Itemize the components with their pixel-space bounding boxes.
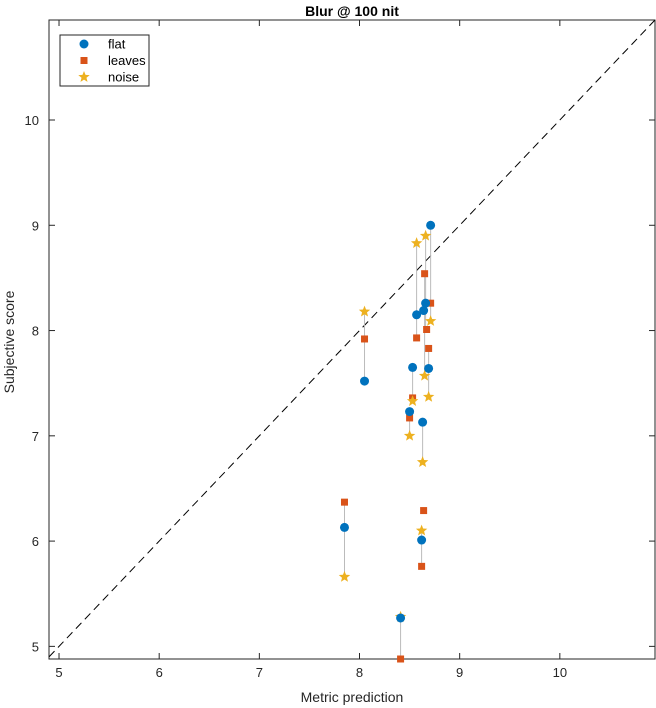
leaves-data-point bbox=[361, 335, 369, 343]
leaves-data-point bbox=[425, 344, 433, 352]
flat-data-point bbox=[412, 310, 422, 320]
y-tick-label: 10 bbox=[25, 113, 39, 128]
x-tick-label: 8 bbox=[356, 665, 363, 680]
leaves-data-point bbox=[340, 498, 348, 506]
noise-data-point bbox=[419, 229, 432, 241]
flat-data-point bbox=[419, 306, 429, 316]
flat-data-point bbox=[418, 417, 428, 427]
plot-area bbox=[48, 19, 656, 663]
noise-data-point bbox=[338, 570, 351, 582]
noise-data-point bbox=[416, 456, 429, 467]
reference-diagonal-line bbox=[48, 19, 656, 658]
y-tick-label: 8 bbox=[32, 324, 39, 339]
legend-box bbox=[59, 34, 150, 87]
legend-marker-noise bbox=[78, 71, 90, 82]
leaves-data-point bbox=[427, 299, 435, 307]
flat-data-point bbox=[417, 535, 427, 545]
flat-data-point bbox=[408, 362, 418, 372]
flat-data-point bbox=[426, 220, 436, 230]
y-tick-label: 6 bbox=[32, 534, 39, 549]
y-tick-label: 5 bbox=[32, 639, 39, 654]
legend-marker-leaves bbox=[80, 57, 88, 64]
flat-data-point bbox=[396, 613, 406, 623]
x-tick-label: 10 bbox=[553, 665, 567, 680]
legend-label-noise: noise bbox=[108, 70, 139, 85]
noise-data-point bbox=[422, 390, 435, 402]
x-tick-label: 5 bbox=[55, 665, 62, 680]
legend-label-leaves: leaves bbox=[108, 53, 146, 68]
x-tick-label: 7 bbox=[256, 665, 263, 680]
leaves-data-point bbox=[406, 414, 414, 422]
flat-data-point bbox=[339, 522, 349, 532]
noise-data-point bbox=[410, 237, 423, 249]
flat-data-point bbox=[424, 363, 434, 373]
noise-data-point bbox=[403, 429, 416, 441]
flat-data-point bbox=[421, 298, 431, 308]
flat-data-point bbox=[405, 407, 415, 417]
x-tick-label: 9 bbox=[456, 665, 463, 680]
x-tick-label: 6 bbox=[156, 665, 163, 680]
noise-data-point bbox=[358, 305, 371, 317]
leaves-data-point bbox=[420, 507, 428, 515]
legend-label-flat: flat bbox=[108, 37, 126, 52]
flat-data-point bbox=[360, 376, 370, 386]
y-tick-label: 9 bbox=[32, 218, 39, 233]
y-tick-label: 7 bbox=[32, 429, 39, 444]
leaves-data-point bbox=[413, 334, 421, 342]
legend-marker-flat bbox=[79, 39, 89, 49]
noise-data-point bbox=[418, 369, 431, 381]
chart-title: Blur @ 100 nit bbox=[305, 3, 399, 19]
noise-data-point bbox=[406, 395, 419, 406]
x-axis-label: Metric prediction bbox=[301, 689, 404, 705]
noise-data-point bbox=[415, 524, 428, 536]
leaves-data-point bbox=[423, 325, 431, 333]
y-axis-label: Subjective score bbox=[1, 290, 17, 393]
leaves-data-point bbox=[397, 655, 405, 663]
plot-frame bbox=[48, 19, 656, 660]
noise-data-point bbox=[424, 315, 437, 326]
leaves-data-point bbox=[418, 562, 426, 570]
leaves-data-point bbox=[421, 270, 429, 278]
